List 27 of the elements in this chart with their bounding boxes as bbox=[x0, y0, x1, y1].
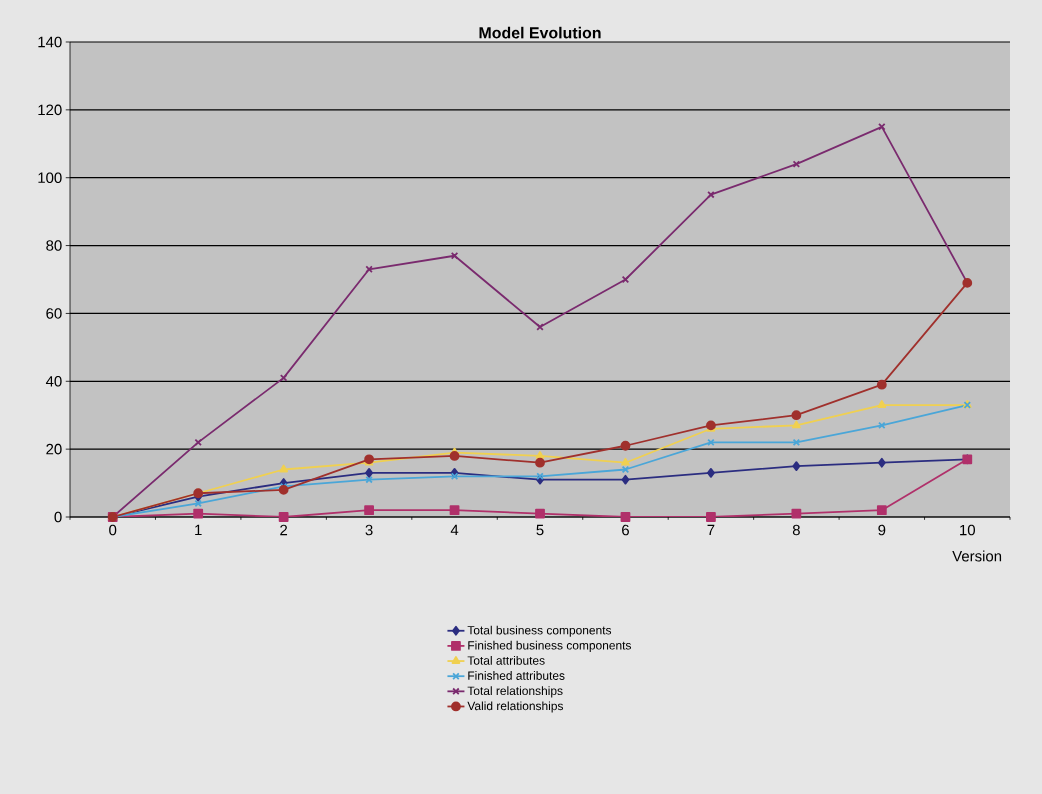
x-tick-label: 3 bbox=[365, 524, 373, 536]
x-tick-label: 4 bbox=[450, 524, 459, 536]
y-tick-label: 100 bbox=[38, 172, 62, 183]
x-tick-label: 6 bbox=[622, 524, 629, 536]
x-tick-label: 7 bbox=[707, 524, 715, 536]
x-tick-label: 10 bbox=[960, 524, 975, 536]
x-tick-label: 8 bbox=[792, 524, 800, 536]
x-tick-label: 5 bbox=[536, 524, 544, 536]
x-tick-label: 1 bbox=[195, 524, 202, 536]
y-tick-label: 120 bbox=[38, 104, 62, 116]
legend-label: Finished attributes bbox=[468, 671, 565, 680]
legend-label: Total business components bbox=[467, 625, 612, 637]
chart-title: Model Evolution bbox=[479, 26, 601, 39]
legend-label: Total relationships bbox=[467, 686, 563, 698]
y-tick-label: 60 bbox=[46, 308, 62, 319]
y-tick-label: 20 bbox=[46, 443, 62, 455]
legend-label: Valid relationships bbox=[467, 701, 564, 713]
y-tick-label: 140 bbox=[38, 36, 62, 48]
x-tick-label: 2 bbox=[280, 524, 288, 536]
y-tick-label: 40 bbox=[45, 375, 62, 387]
y-tick-label: 80 bbox=[46, 240, 62, 251]
legend-label: Total attributes bbox=[467, 655, 545, 665]
x-axis-title: Version bbox=[952, 550, 1002, 562]
y-tick-label: 0 bbox=[54, 511, 62, 523]
x-tick-label: 9 bbox=[878, 524, 886, 536]
legend-label: Finished business components bbox=[468, 640, 632, 652]
x-tick-label: 0 bbox=[109, 524, 117, 536]
